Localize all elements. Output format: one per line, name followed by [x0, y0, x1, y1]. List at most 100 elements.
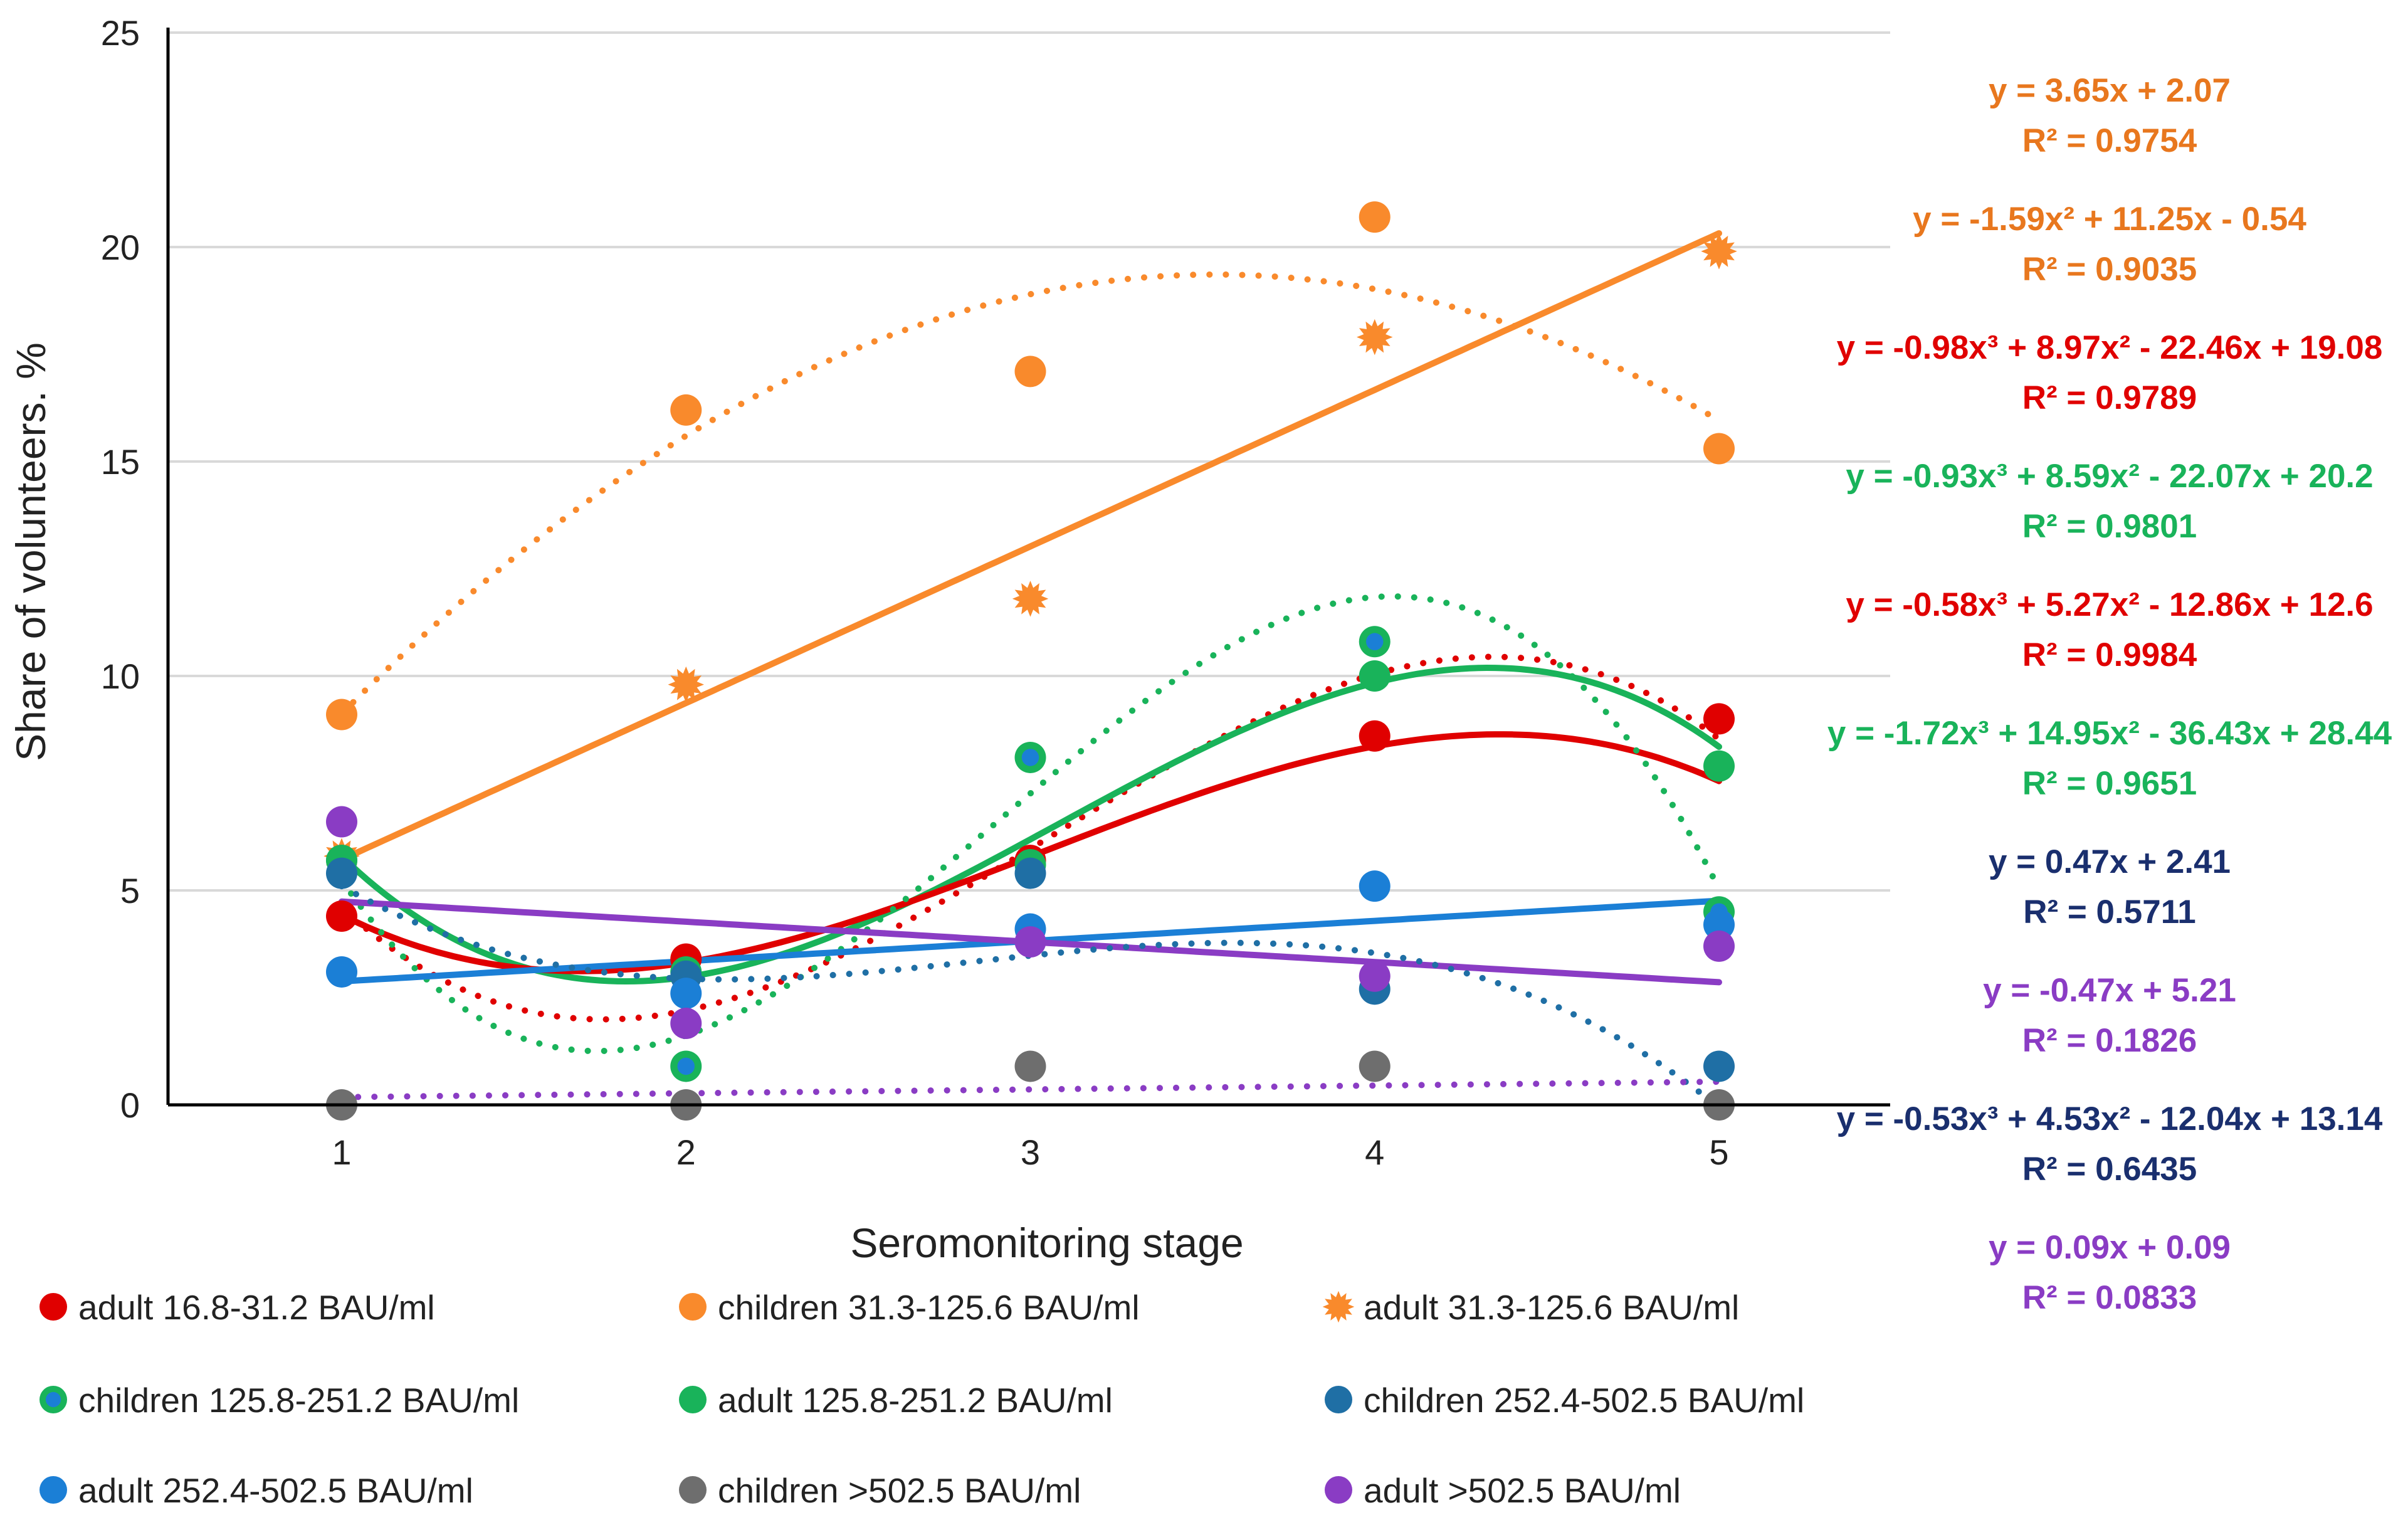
data-point: [1359, 720, 1391, 752]
trendline-r2: R² = 0.9801: [2022, 508, 2197, 545]
legend-label: children >502.5 BAU/ml: [718, 1471, 1081, 1510]
legend-label: children 31.3-125.6 BAU/ml: [718, 1288, 1140, 1327]
y-tick-label: 15: [101, 442, 140, 482]
trendline-equation: y = -1.59x² + 11.25x - 0.54: [1913, 201, 2306, 238]
data-point: [326, 699, 357, 731]
data-point: [1359, 870, 1391, 902]
x-tick-label: 4: [1365, 1132, 1384, 1172]
data-point: [679, 1476, 707, 1504]
data-points: [323, 201, 1737, 1121]
legend-item: adult 125.8-251.2 BAU/ml: [679, 1381, 1113, 1420]
data-point-center: [677, 1057, 695, 1075]
x-tick-label: 5: [1709, 1132, 1728, 1172]
data-point: [1703, 433, 1735, 465]
data-point: [670, 978, 702, 1010]
data-point: [1359, 960, 1391, 992]
axes: 0 5 10 15 20 25 1 2 3 4 5: [101, 13, 1890, 1172]
y-axis-title: Share of volunteers. %: [8, 342, 54, 761]
data-point: [668, 666, 704, 703]
trendline-equation: y = -0.98x³ + 8.97x² - 22.46x + 19.08: [1837, 329, 2383, 366]
y-tick-label: 5: [120, 871, 140, 910]
trendline: [339, 1079, 1722, 1100]
legend-label: adult 125.8-251.2 BAU/ml: [718, 1381, 1113, 1420]
data-point: [1014, 857, 1046, 889]
data-point: [39, 1476, 67, 1504]
y-tick-label: 0: [120, 1085, 140, 1125]
data-point: [1325, 1386, 1352, 1413]
data-point-center: [45, 1391, 61, 1408]
x-axis-title: Seromonitoring stage: [850, 1220, 1243, 1266]
data-point: [1703, 750, 1735, 782]
y-tick-label: 25: [101, 13, 140, 53]
data-point: [326, 900, 357, 932]
legend-label: children 252.4-502.5 BAU/ml: [1364, 1381, 1804, 1420]
data-point: [326, 956, 357, 988]
trendline-equation: y = -0.53x³ + 4.53x² - 12.04x + 13.14: [1837, 1100, 2383, 1137]
data-point: [1703, 703, 1735, 735]
data-point: [1701, 233, 1737, 270]
legend-item: adult 252.4-502.5 BAU/ml: [39, 1471, 473, 1510]
data-point: [326, 857, 357, 889]
legend-item: children 31.3-125.6 BAU/ml: [679, 1288, 1140, 1327]
data-point: [39, 1293, 67, 1321]
trendline: [339, 271, 1722, 717]
trendline: [339, 230, 1722, 863]
trendline: [339, 664, 1722, 985]
legend-label: adult 31.3-125.6 BAU/ml: [1364, 1288, 1739, 1327]
trendline-equation: y = -0.93x³ + 8.59x² - 22.07x + 20.2: [1846, 458, 2373, 495]
legend-label: adult 252.4-502.5 BAU/ml: [78, 1471, 473, 1510]
data-point: [1703, 909, 1735, 941]
trendline-equation: y = 3.65x + 2.07: [1989, 72, 2231, 109]
data-point: [679, 1386, 707, 1413]
x-tick-label: 1: [332, 1132, 351, 1172]
data-point: [1014, 926, 1046, 958]
legend-item: children 252.4-502.5 BAU/ml: [1325, 1381, 1804, 1420]
data-point: [670, 1008, 702, 1040]
legend-label: adult 16.8-31.2 BAU/ml: [78, 1288, 435, 1327]
y-tick-label: 10: [101, 657, 140, 696]
data-point: [1012, 581, 1049, 617]
y-tick-label: 20: [101, 228, 140, 267]
data-point-center: [1366, 633, 1384, 651]
trendline-r2: R² = 0.6435: [2022, 1151, 2197, 1188]
trendline-r2: R² = 0.5711: [2023, 894, 2196, 931]
legend-label: children 125.8-251.2 BAU/ml: [78, 1381, 519, 1420]
legend: adult 16.8-31.2 BAU/ml children 31.3-125.…: [39, 1288, 1804, 1510]
trendline-r2: R² = 0.9789: [2022, 379, 2197, 416]
data-point: [326, 806, 357, 838]
legend-item: children >502.5 BAU/ml: [679, 1471, 1081, 1510]
data-point: [1359, 201, 1391, 233]
legend-item: adult >502.5 BAU/ml: [1325, 1471, 1681, 1510]
trendline-equations: y = 3.65x + 2.07 R² = 0.9754 y = -1.59x² +…: [1827, 72, 2392, 1316]
x-tick-label: 2: [676, 1132, 696, 1172]
data-point: [1703, 1050, 1735, 1082]
trendline-r2: R² = 0.9754: [2022, 122, 2197, 159]
data-point: [1325, 1476, 1352, 1504]
trendline-r2: R² = 0.1826: [2022, 1022, 2197, 1059]
legend-item: adult 16.8-31.2 BAU/ml: [39, 1288, 435, 1327]
trendline-r2: R² = 0.9984: [2022, 636, 2197, 673]
trendline-r2: R² = 0.0833: [2022, 1279, 2197, 1316]
legend-label: adult >502.5 BAU/ml: [1364, 1471, 1681, 1510]
trendline-equation: y = 0.09x + 0.09: [1989, 1229, 2231, 1266]
trendline-r2: R² = 0.9035: [2022, 251, 2197, 288]
data-point: [1014, 356, 1046, 388]
data-point: [1014, 1050, 1046, 1082]
data-point: [1357, 319, 1393, 356]
data-point: [1322, 1290, 1355, 1323]
trendline-equation: y = -0.47x + 5.21: [1983, 972, 2236, 1009]
data-point: [1359, 1050, 1391, 1082]
trendline: [339, 593, 1722, 1055]
legend-item: children 125.8-251.2 BAU/ml: [39, 1381, 519, 1420]
trendline-equation: y = -1.72x³ + 14.95x² - 36.43x + 28.44: [1827, 715, 2392, 752]
data-point: [1703, 930, 1735, 962]
data-point: [679, 1293, 707, 1321]
trendline-equation: y = 0.47x + 2.41: [1989, 843, 2231, 880]
data-point-center: [1021, 749, 1039, 766]
trendline: [339, 653, 1722, 1023]
x-tick-label: 3: [1021, 1132, 1040, 1172]
trendline-r2: R² = 0.9651: [2022, 765, 2197, 802]
legend-item: adult 31.3-125.6 BAU/ml: [1322, 1288, 1739, 1327]
trendline-equation: y = -0.58x³ + 5.27x² - 12.86x + 12.6: [1846, 586, 2373, 623]
data-point: [1359, 660, 1391, 692]
